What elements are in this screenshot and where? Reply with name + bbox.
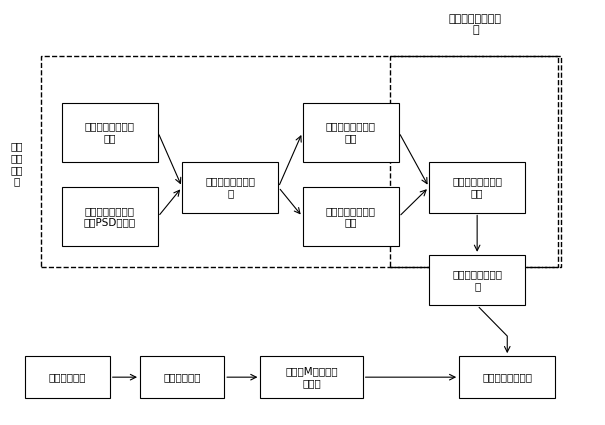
FancyBboxPatch shape [62,187,158,246]
FancyBboxPatch shape [429,255,525,306]
FancyBboxPatch shape [260,356,363,398]
Text: 实测地震反应谱模
型: 实测地震反应谱模 型 [205,176,255,198]
FancyBboxPatch shape [302,187,399,246]
FancyBboxPatch shape [140,356,224,398]
FancyBboxPatch shape [25,356,110,398]
Text: 地震反应谱最小值
曲线: 地震反应谱最小值 曲线 [325,206,376,227]
Text: 功率谱密度分析技
术（PSD技术）: 功率谱密度分析技 术（PSD技术） [83,206,136,227]
Text: 得到地震响应区间
谱: 得到地震响应区间 谱 [449,14,502,35]
Text: 获得
区间
反应
谱: 获得 区间 反应 谱 [10,142,23,186]
FancyBboxPatch shape [182,162,278,212]
Text: 地震反应谱最大值
曲线: 地震反应谱最大值 曲线 [325,122,376,143]
FancyBboxPatch shape [302,103,399,162]
Text: 特定工程结构: 特定工程结构 [49,372,87,382]
Text: 结构地震响应区间: 结构地震响应区间 [482,372,532,382]
Text: 国内外地震波时程
数据: 国内外地震波时程 数据 [85,122,135,143]
Text: 实测地震的区间反
应谱: 实测地震的区间反 应谱 [452,176,502,198]
FancyBboxPatch shape [62,103,158,162]
Text: 选定前M阶振型参
与组合: 选定前M阶振型参 与组合 [285,366,338,388]
Text: 结构自振特性: 结构自振特性 [163,372,201,382]
FancyBboxPatch shape [429,162,525,212]
FancyBboxPatch shape [459,356,555,398]
Text: 结构地震响应区间
谱: 结构地震响应区间 谱 [452,269,502,291]
